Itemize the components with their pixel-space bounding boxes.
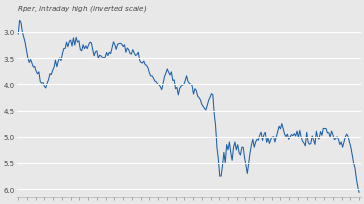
Text: R$ per $, intraday high (inverted scale): R$ per $, intraday high (inverted scale) (17, 3, 147, 14)
